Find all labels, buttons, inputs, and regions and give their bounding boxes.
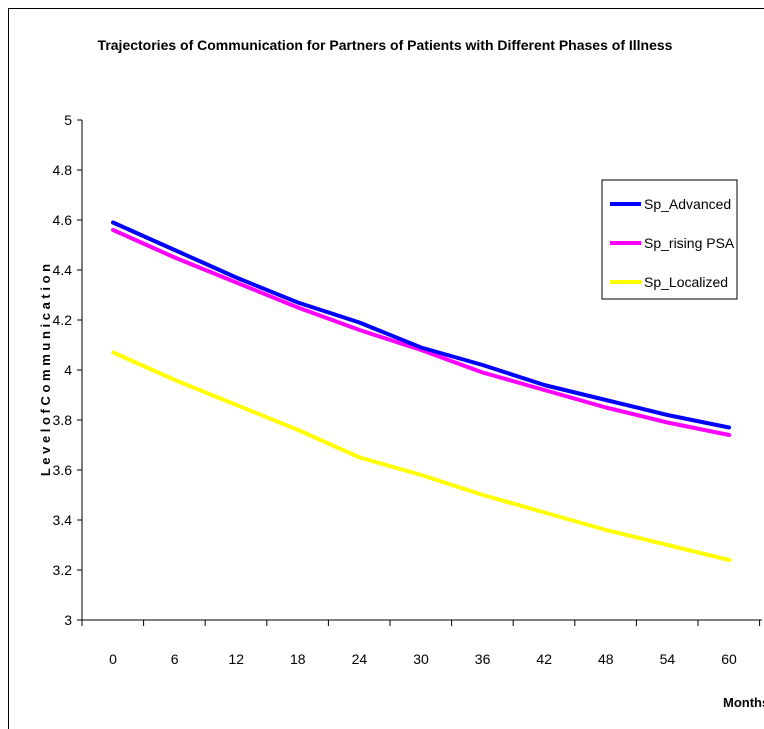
x-tick-label: 36 <box>475 651 491 667</box>
x-tick-label: 60 <box>721 651 737 667</box>
y-axis-title: L e v e l o f C o m m u n i c a t i o n <box>38 264 53 476</box>
x-tick-label: 0 <box>109 651 117 667</box>
y-tick-label: 4.4 <box>53 262 73 278</box>
x-tick-label: 6 <box>171 651 179 667</box>
y-tick-label: 5 <box>64 112 72 128</box>
legend: Sp_Advanced Sp_rising PSA Sp_Localized <box>601 179 738 300</box>
series-line-1 <box>111 228 731 437</box>
y-tick-label: 3.6 <box>53 462 73 478</box>
x-tick-label: 24 <box>352 651 368 667</box>
legend-label: Sp_Localized <box>644 274 728 290</box>
x-tick-label: 12 <box>228 651 244 667</box>
y-tick-label: 4.8 <box>53 162 73 178</box>
x-axis-title: Months <box>723 695 764 710</box>
y-tick-label: 4 <box>64 362 72 378</box>
series-line-0 <box>111 220 731 430</box>
chart-frame <box>8 8 764 729</box>
x-tick-label: 54 <box>660 651 676 667</box>
legend-label: Sp_rising PSA <box>644 235 735 251</box>
y-tick-label: 3.8 <box>53 412 73 428</box>
legend-label: Sp_Advanced <box>644 196 731 212</box>
y-tick-label: 3 <box>64 612 72 628</box>
x-tick-label: 18 <box>290 651 306 667</box>
y-tick-label: 3.2 <box>53 562 73 578</box>
series-line-2 <box>111 350 731 562</box>
series-layer <box>111 220 731 562</box>
y-tick-label: 3.4 <box>53 512 73 528</box>
axes: 3 3.2 3.4 3.6 3.8 4 4.2 4.4 4.6 4.8 5 0 6 12 18 24 30 36 4… <box>53 112 762 667</box>
y-tick-label: 4.6 <box>53 212 73 228</box>
chart-title: Trajectories of Communication for Partne… <box>98 37 673 53</box>
x-tick-label: 48 <box>598 651 614 667</box>
legend-box <box>601 179 738 300</box>
y-tick-label: 4.2 <box>53 312 73 328</box>
x-tick-label: 42 <box>536 651 552 667</box>
x-tick-label: 30 <box>413 651 429 667</box>
